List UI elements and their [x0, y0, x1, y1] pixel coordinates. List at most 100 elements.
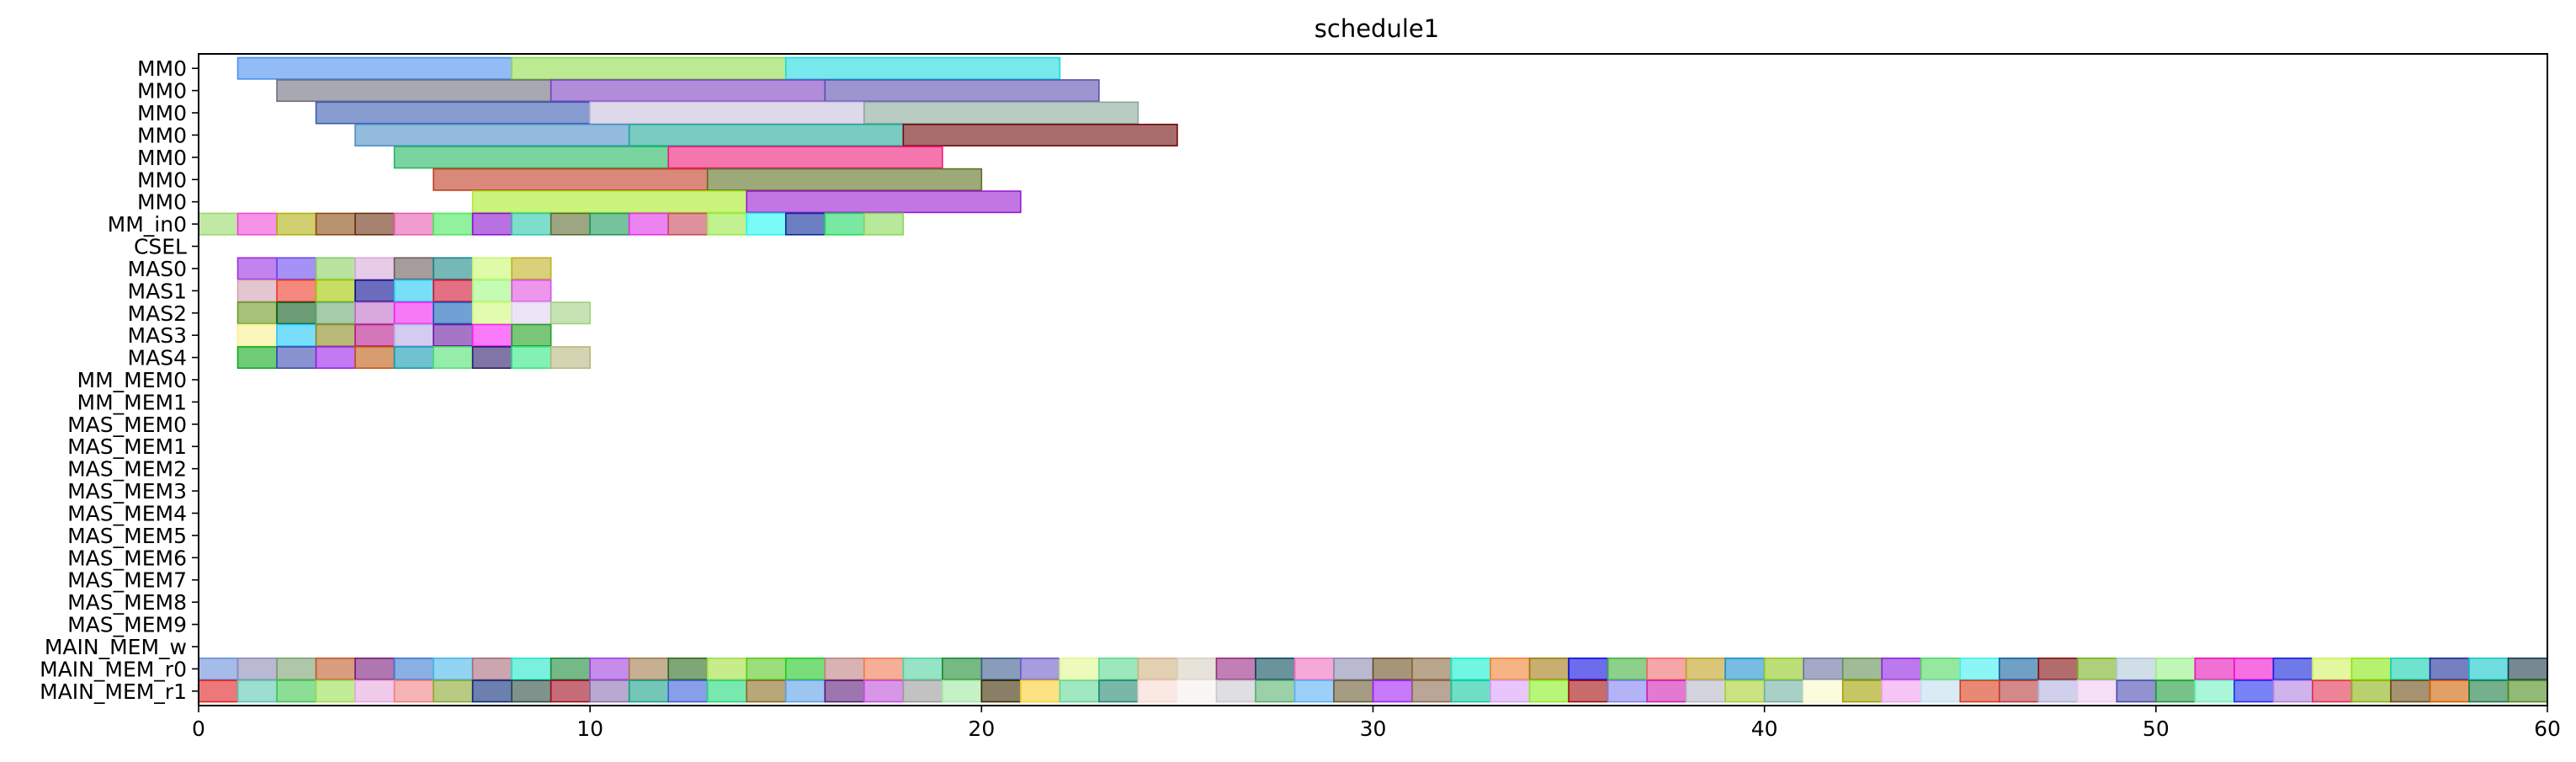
task-bar	[1059, 679, 1100, 703]
task-bar	[550, 301, 591, 325]
task-bar	[628, 212, 670, 236]
task-bar	[550, 657, 591, 680]
task-bar	[471, 323, 513, 347]
task-bar	[2116, 679, 2157, 703]
task-bar	[393, 279, 434, 302]
y-tick-label: MAS_MEM1	[67, 434, 187, 459]
task-bar	[2155, 679, 2196, 703]
task-bar	[628, 123, 905, 147]
task-bar	[236, 679, 278, 703]
x-tick-label: 10	[576, 717, 603, 741]
task-bar	[589, 212, 630, 236]
task-bar	[354, 323, 396, 347]
task-bar	[628, 657, 670, 680]
task-bar	[1920, 679, 1962, 703]
task-bar	[1959, 657, 2000, 680]
task-bar	[784, 56, 1061, 80]
task-bar	[589, 657, 630, 680]
task-bar	[824, 79, 1100, 103]
task-bar	[471, 301, 513, 325]
task-bar	[315, 257, 356, 280]
task-bar	[471, 257, 513, 280]
task-bar	[1333, 657, 1374, 680]
x-tick-label: 40	[1751, 717, 1778, 741]
task-bar	[746, 657, 787, 680]
y-tick-label: MAS_MEM4	[67, 501, 187, 525]
task-bar	[2507, 657, 2548, 680]
x-axis: 0 10 20 30 40 50 60	[192, 706, 2561, 741]
y-tick-label: MAS_MEM7	[67, 568, 187, 593]
task-bar	[2233, 657, 2275, 680]
task-bar	[902, 679, 943, 703]
task-bar	[2312, 679, 2353, 703]
task-bar	[628, 679, 670, 703]
task-bar	[1803, 679, 1844, 703]
y-tick-label: CSEL	[134, 235, 187, 259]
task-bar	[511, 212, 552, 236]
task-bar	[1333, 679, 1374, 703]
task-bar	[198, 657, 239, 680]
task-bar	[706, 679, 748, 703]
x-tick-label: 30	[1360, 717, 1387, 741]
task-bar	[2390, 679, 2431, 703]
task-bar	[511, 279, 552, 302]
task-bar	[511, 56, 787, 80]
task-bar	[1607, 657, 1648, 680]
task-bar	[471, 657, 513, 680]
task-bar	[393, 301, 434, 325]
task-bar	[1998, 679, 2040, 703]
task-bar	[236, 301, 278, 325]
task-bar	[276, 301, 317, 325]
task-bar	[1098, 679, 1139, 703]
y-tick-label: MAIN_MEM_w	[45, 635, 187, 659]
task-bar	[2312, 657, 2353, 680]
task-bar	[315, 301, 356, 325]
task-bar	[1137, 657, 1178, 680]
y-tick-label: MAS_MEM6	[67, 546, 187, 570]
task-bar	[354, 257, 396, 280]
task-bar	[1568, 679, 1609, 703]
task-bar	[511, 679, 552, 703]
task-bar	[1528, 657, 1570, 680]
task-bar	[511, 257, 552, 280]
task-bar	[1372, 679, 1413, 703]
y-axis: MM0MM0MM0MM0MM0MM0MM0MM_in0CSELMAS0MAS1M…	[40, 56, 199, 704]
task-bar	[942, 657, 983, 680]
task-bar	[746, 212, 787, 236]
y-tick-label: MAS4	[128, 346, 187, 370]
task-bar	[2077, 657, 2118, 680]
task-bar	[471, 190, 748, 214]
task-bar	[550, 679, 591, 703]
task-bar	[511, 657, 552, 680]
y-tick-label: MM0	[137, 168, 187, 192]
task-bar	[471, 679, 513, 703]
chart-title: schedule1	[1315, 14, 1439, 43]
task-bar	[1059, 657, 1100, 680]
task-bar	[198, 212, 239, 236]
task-bar	[1724, 679, 1766, 703]
task-bar	[236, 657, 278, 680]
task-bar	[706, 168, 983, 191]
y-tick-label: MAS_MEM8	[67, 590, 187, 615]
task-bar	[354, 657, 396, 680]
task-bar	[942, 679, 983, 703]
y-tick-label: MAS_MEM0	[67, 413, 187, 437]
task-bar	[2350, 657, 2392, 680]
task-bar	[1293, 679, 1335, 703]
task-bar	[1255, 679, 1296, 703]
task-bar	[2155, 657, 2196, 680]
task-bar	[315, 279, 356, 302]
task-bar	[1450, 657, 1491, 680]
task-bar	[236, 212, 278, 236]
task-bar	[746, 190, 1022, 214]
task-bar	[1841, 679, 1883, 703]
task-bar	[236, 56, 513, 80]
task-bar	[276, 323, 317, 347]
task-bar	[236, 257, 278, 280]
task-bar	[1411, 679, 1453, 703]
task-bar	[276, 212, 317, 236]
task-bar	[315, 679, 356, 703]
task-bar	[354, 123, 630, 147]
task-bar	[1293, 657, 1335, 680]
